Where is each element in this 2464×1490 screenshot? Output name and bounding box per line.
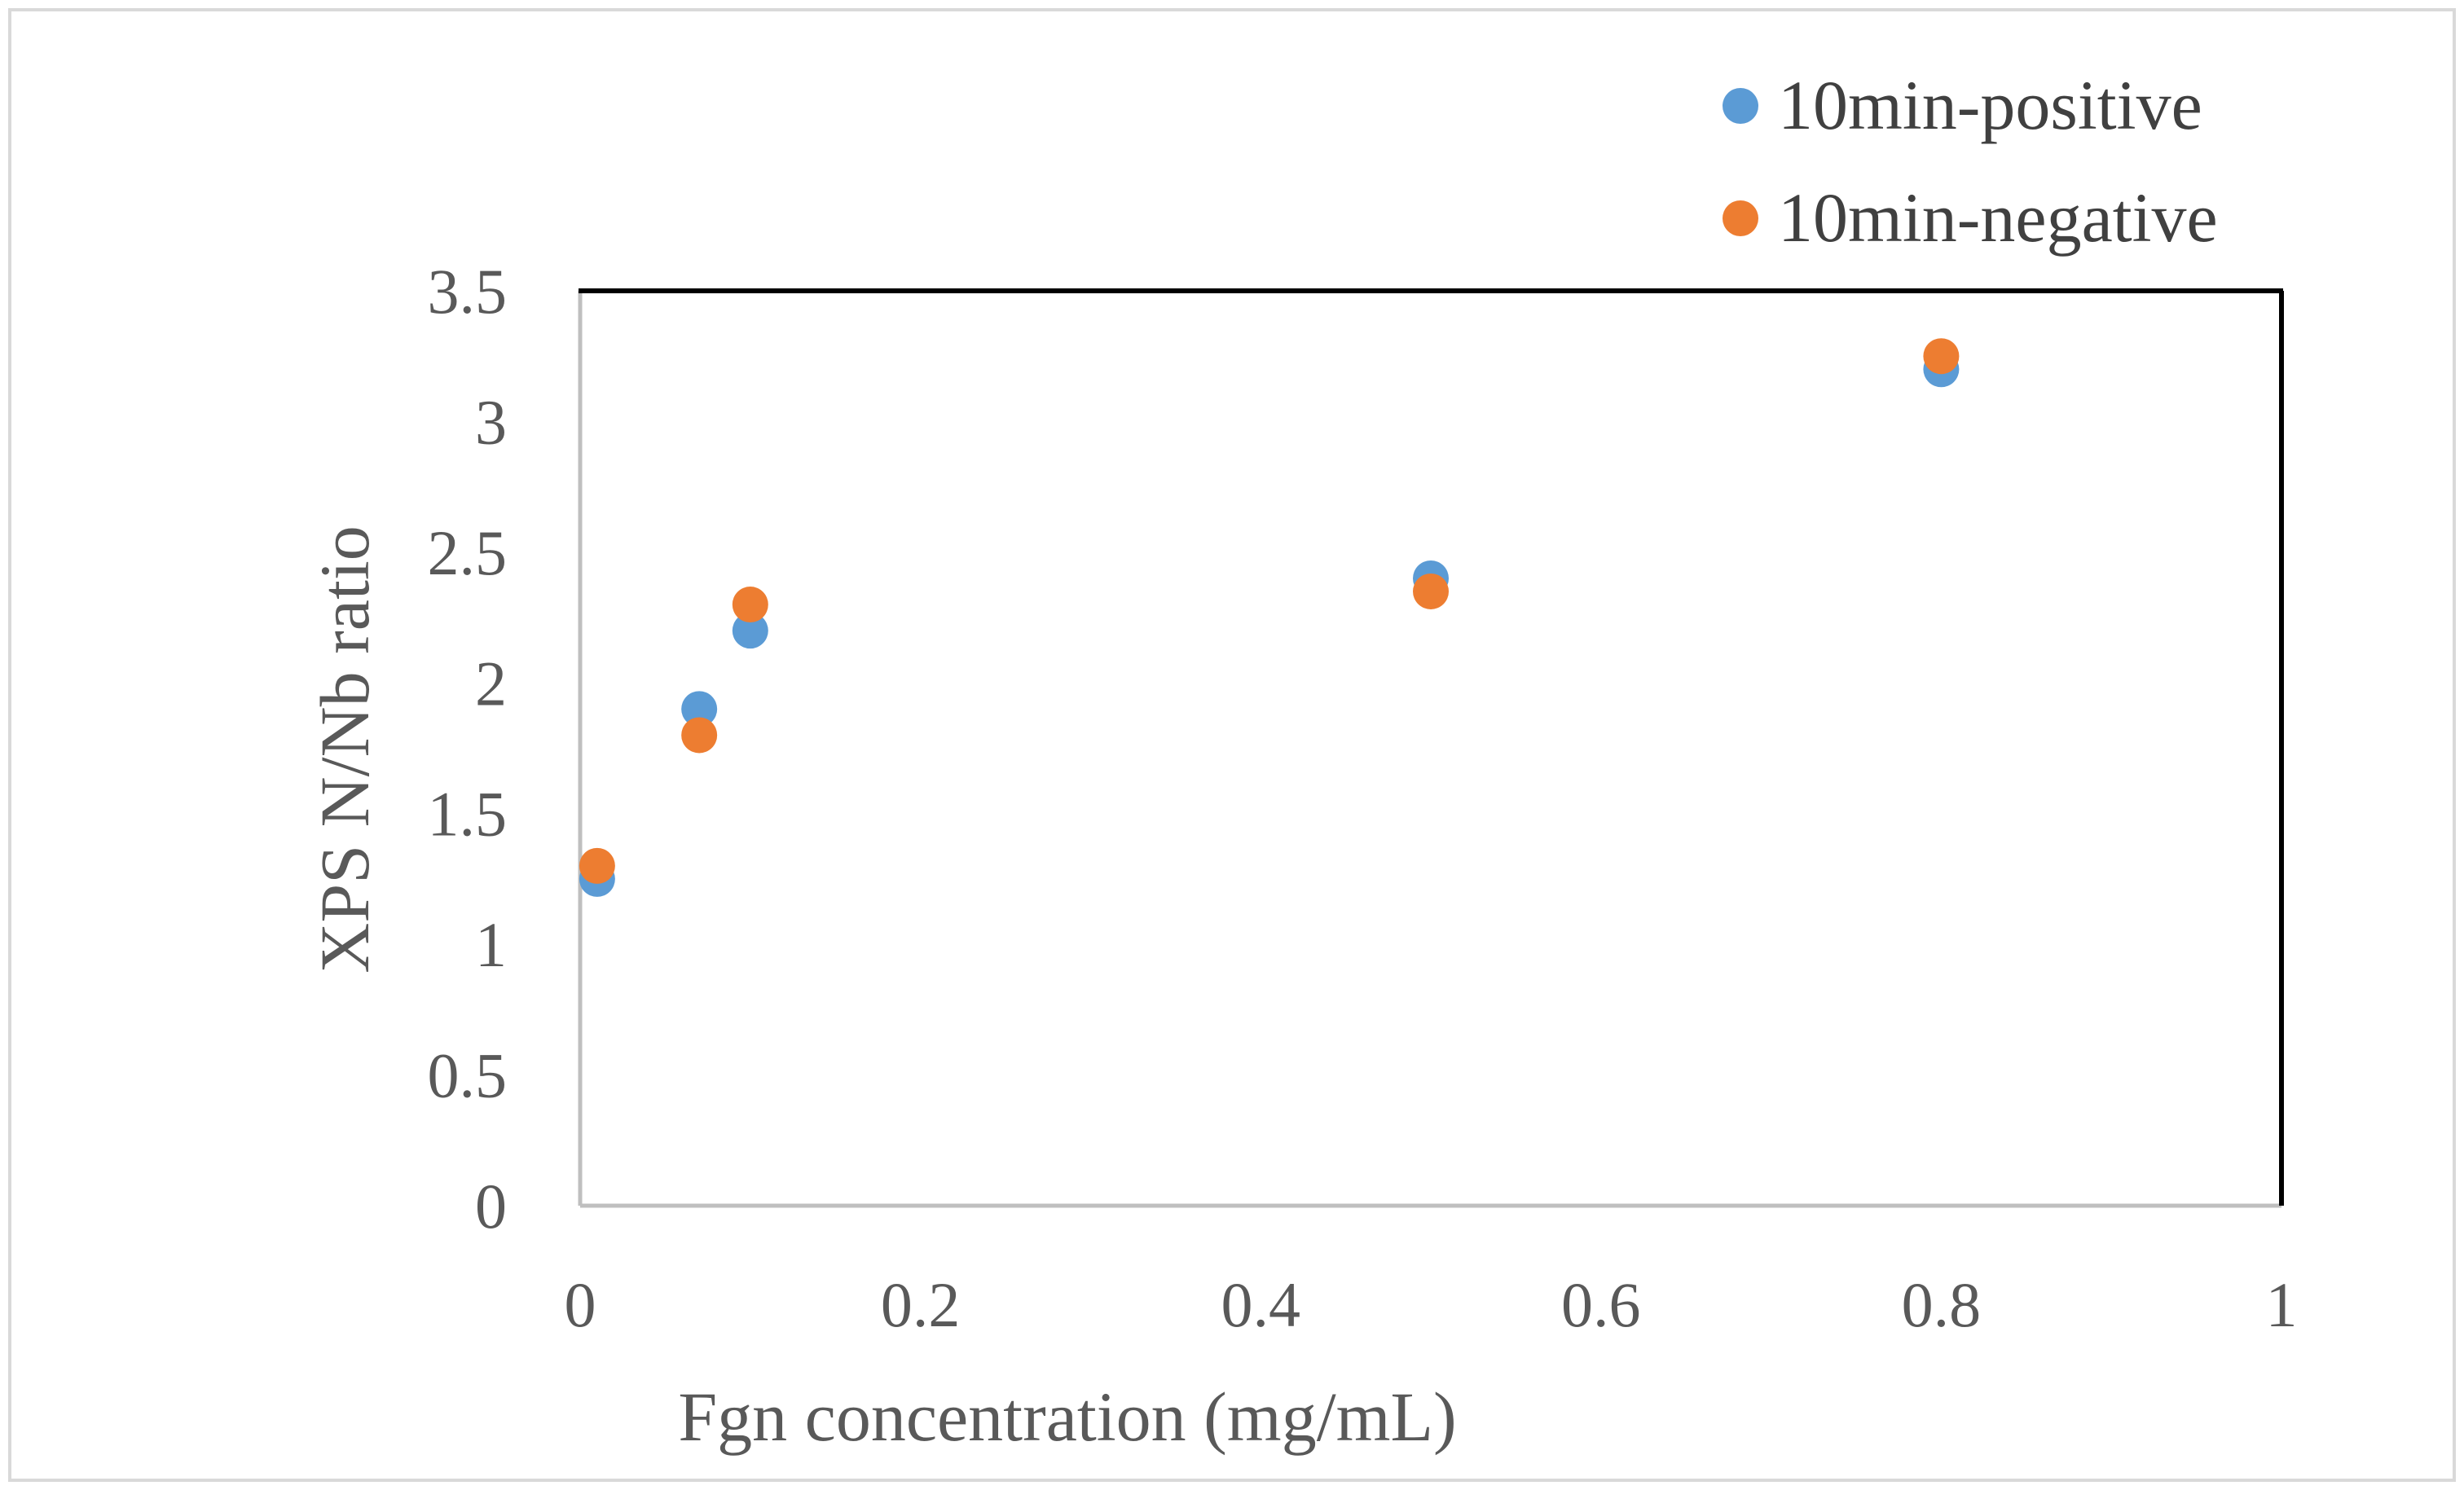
data-point-10min-negative: [579, 847, 615, 884]
x-tick-label: 0.6: [1561, 1269, 1641, 1340]
chart-border: [8, 8, 2456, 1482]
x-tick-label: 0.2: [881, 1269, 961, 1340]
y-tick-label: 3: [475, 386, 507, 457]
y-tick-label: 3.5: [428, 256, 508, 327]
data-point-10min-positive: [732, 613, 768, 649]
legend-label: 10min-positive: [1778, 66, 2202, 144]
legend: 10min-positive 10min-negative: [1723, 66, 2218, 257]
x-tick-label: 0.4: [1221, 1269, 1300, 1340]
plot-area: [578, 288, 2284, 1208]
y-tick-label: 1: [475, 909, 507, 980]
y-tick-label: 1.5: [428, 779, 508, 850]
y-tick-label: 2.5: [428, 517, 508, 588]
y-tick-label: 0: [475, 1171, 507, 1242]
y-tick-label: 2: [475, 648, 507, 719]
legend-label: 10min-negative: [1778, 178, 2218, 257]
x-axis-title: Fgn concentration (mg/mL): [678, 1378, 1456, 1456]
data-point-10min-negative: [1923, 338, 1960, 375]
x-tick-label: 0.8: [1902, 1269, 1982, 1340]
data-point-10min-positive: [681, 691, 718, 727]
data-point-10min-negative: [1413, 573, 1449, 609]
x-axis-ticks: 0 0.2 0.4 0.6 0.8 1: [565, 1269, 2298, 1340]
x-tick-label: 1: [2266, 1269, 2298, 1340]
y-axis-title: XPS N/Nb ratio: [306, 525, 384, 973]
legend-marker-10min-positive: [1723, 88, 1758, 124]
y-tick-label: 0.5: [428, 1040, 508, 1111]
y-axis-ticks: 0 0.5 1 1.5 2 2.5 3 3.5: [428, 256, 508, 1242]
legend-marker-10min-negative: [1723, 200, 1758, 236]
data-point-10min-negative: [732, 587, 768, 623]
data-point-10min-negative: [681, 717, 718, 754]
data-points: [579, 338, 1960, 897]
x-tick-label: 0: [565, 1269, 596, 1340]
